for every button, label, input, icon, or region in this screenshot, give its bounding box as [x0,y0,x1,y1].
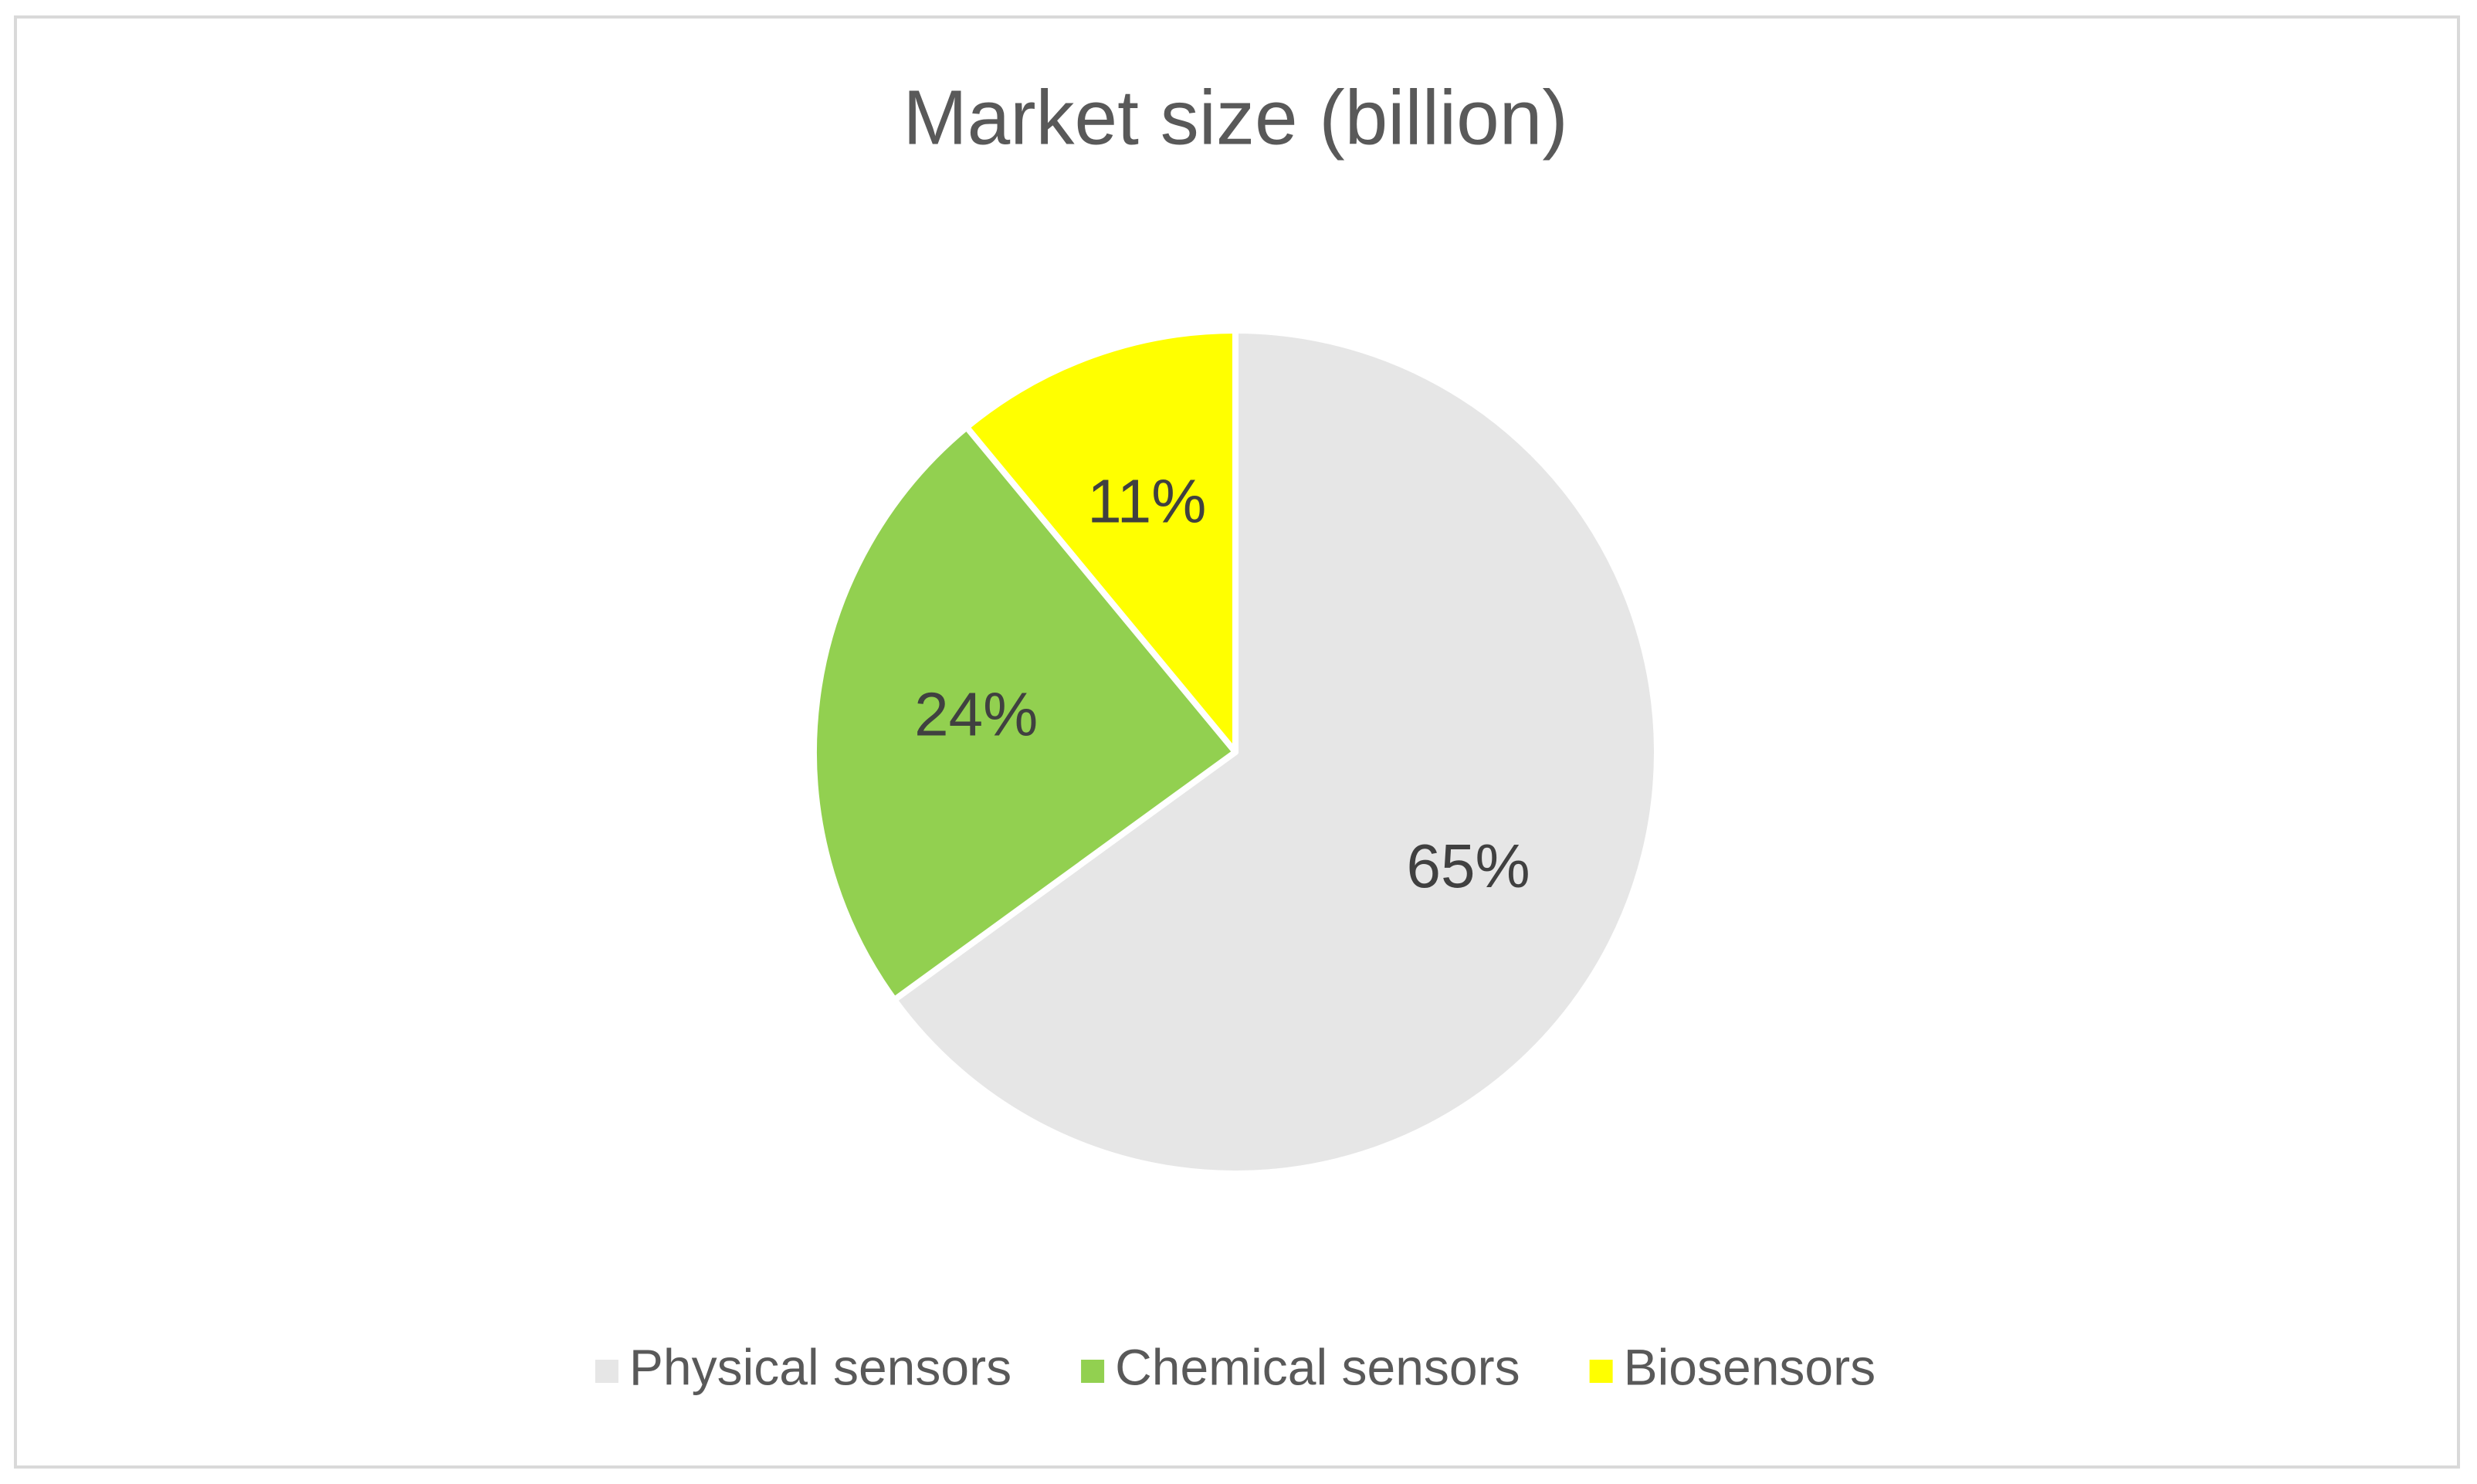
pie-slice [891,327,1660,1177]
legend-swatch [1081,1360,1105,1383]
legend-swatch [595,1360,618,1383]
data-label: 24% [914,680,1038,749]
pie-slice [963,327,1238,755]
legend-label: Physical sensors [629,1338,1011,1395]
legend-label: Biosensors [1624,1338,1876,1395]
chart-title: Market size (billion) [903,74,1567,161]
data-label: 11% [1087,467,1206,536]
pie-slice [811,424,1238,1003]
legend-label: Chemical sensors [1115,1338,1520,1395]
data-label: 65% [1407,832,1530,900]
legend-swatch [1589,1360,1613,1383]
